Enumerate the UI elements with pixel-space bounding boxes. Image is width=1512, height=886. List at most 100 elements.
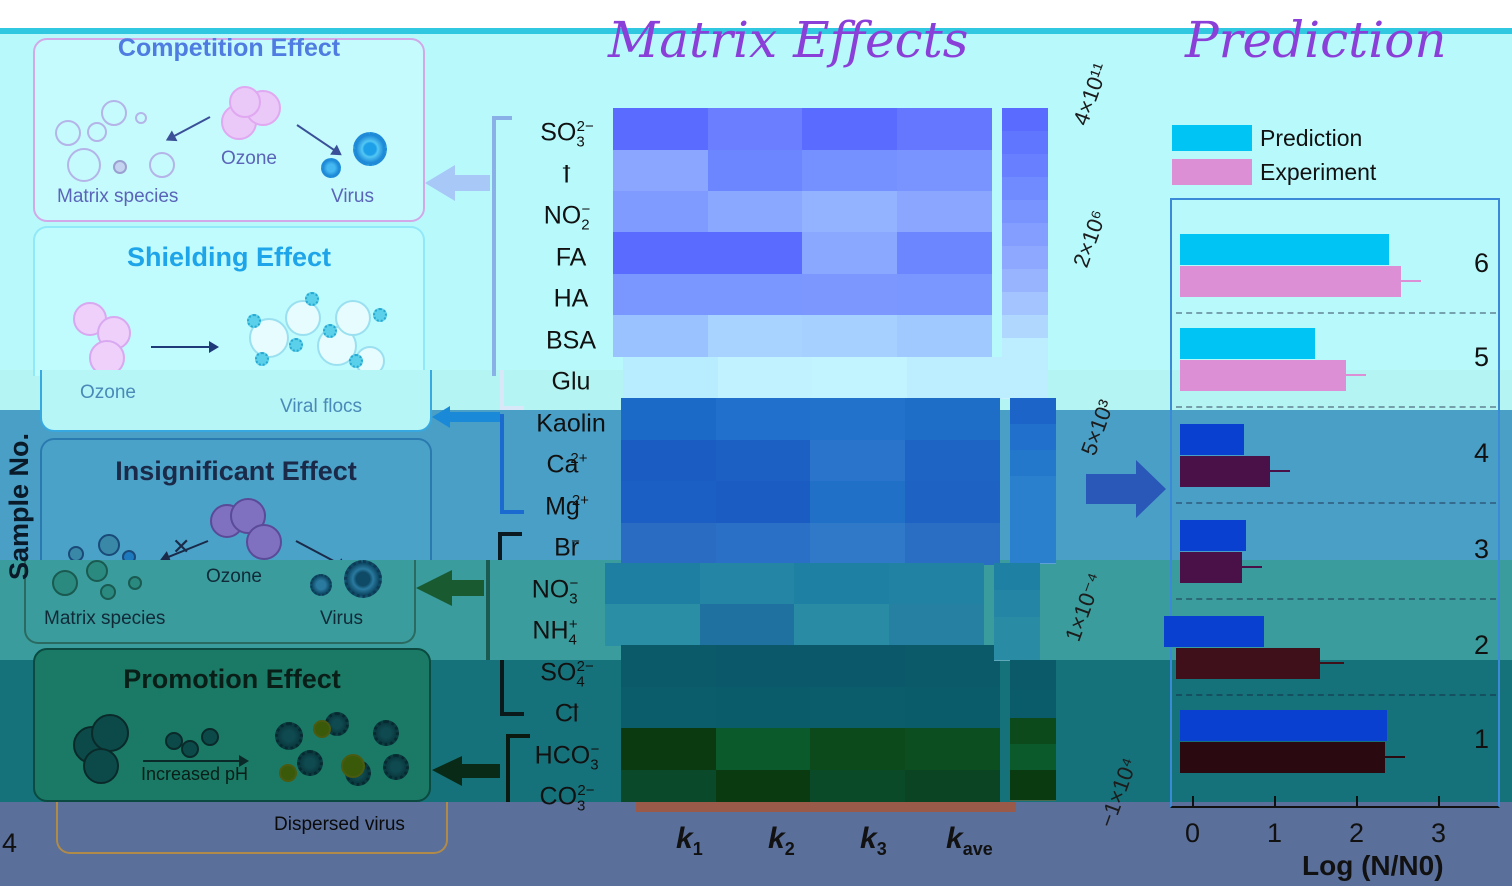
x-tick-mark — [1274, 796, 1276, 806]
sample-number-label: 5 — [1474, 342, 1490, 372]
heatmap-cell — [708, 191, 803, 233]
heatmap-cell — [605, 563, 700, 605]
matrix-species-icon — [101, 100, 127, 126]
x-tick-label: 1 — [1267, 818, 1283, 848]
viral-floc-icon — [335, 300, 371, 336]
colorbar-segment — [994, 590, 1040, 618]
virus-icon — [289, 338, 303, 352]
virus-icon — [275, 722, 303, 750]
heatmap-cell — [810, 645, 905, 687]
heatmap-cell — [708, 108, 803, 150]
species-label: Mg2+ — [545, 491, 589, 520]
experiment-bar — [1180, 360, 1347, 391]
matrix-effects-title: Matrix Effects — [608, 11, 969, 69]
prediction-bar — [1180, 424, 1244, 455]
heatmap-cell — [621, 481, 716, 523]
species-label: I− — [562, 159, 571, 188]
ozone-icon — [229, 86, 261, 118]
bar-chart-frame — [1170, 198, 1500, 808]
bracket-insignificant-2 — [486, 560, 510, 660]
virus-icon — [323, 324, 337, 338]
competition-title: Competition Effect — [117, 34, 341, 62]
colorbar-segment — [1010, 660, 1056, 691]
error-bar — [1319, 662, 1344, 664]
heatmap-cell — [716, 645, 811, 687]
colorbar-segment — [1002, 223, 1048, 247]
heatmap-cell — [621, 728, 716, 770]
k1-label: k1 — [676, 822, 703, 859]
hydroxyl-radical-icon — [313, 720, 331, 738]
species-label: CO32− — [539, 782, 595, 815]
bracket-promotion — [500, 660, 524, 716]
band-line — [0, 28, 1512, 34]
competition-arrow-right — [296, 124, 341, 155]
heatmap-cell — [897, 191, 992, 233]
bracket-promotion-2 — [506, 734, 530, 802]
sample-no-axis-label: Sample No. — [4, 432, 34, 580]
group-separator — [1176, 598, 1496, 600]
heatmap-cell — [905, 728, 1000, 770]
bracket-insignificant — [498, 532, 522, 560]
heatmap-cell — [613, 274, 708, 316]
heatmap-cell — [621, 770, 716, 802]
matrix-species-icon — [52, 570, 78, 596]
heatmap-cell — [905, 687, 1000, 729]
experiment-bar — [1180, 552, 1242, 583]
insignificant-panel-lower: Ozone Matrix species Virus — [24, 560, 416, 644]
colorbar-segment — [994, 617, 1040, 661]
matrix-species-icon — [67, 148, 101, 182]
viral-flocs-label: Viral flocs — [280, 396, 363, 417]
legend-prediction-swatch — [1172, 125, 1252, 151]
virus-icon — [247, 314, 261, 328]
x-tick-label: 2 — [1349, 818, 1365, 848]
hydroxyl-radical-icon — [279, 764, 297, 782]
heatmap-cell — [708, 274, 803, 316]
heatmap-cell — [802, 191, 897, 233]
heatmap-cell — [897, 150, 992, 192]
colorbar-segment — [1010, 450, 1056, 477]
ozone-icon — [246, 524, 282, 560]
legend-experiment-swatch — [1172, 159, 1252, 185]
prediction-bar — [1180, 328, 1316, 359]
heatmap-cell — [810, 440, 905, 482]
heatmap-cell — [623, 357, 718, 399]
heatmap-cell — [905, 398, 1000, 440]
colorbar-segment — [1002, 200, 1048, 224]
hydroxyl-radical-icon — [341, 754, 365, 778]
colorbar-segment — [1002, 338, 1048, 399]
colorbar-segment — [1010, 398, 1056, 425]
heatmap-cell — [905, 481, 1000, 523]
colorbar-segment — [1002, 154, 1048, 178]
heatmap-cell — [613, 108, 708, 150]
heatmap-cell — [708, 315, 803, 357]
heatmap-cell — [810, 687, 905, 729]
heatmap-cell — [802, 315, 897, 357]
x-tick-mark — [1192, 796, 1194, 806]
heatmap-cell — [897, 274, 992, 316]
error-bar — [1381, 756, 1405, 758]
promotion-arrow — [143, 755, 249, 767]
heatmap-cell — [621, 523, 716, 565]
bracket-kaolin — [500, 414, 524, 514]
group-separator — [1176, 312, 1496, 314]
viral-floc-icon — [285, 300, 321, 336]
heatmap-cell — [907, 357, 1002, 399]
species-label: NH4+ — [532, 616, 578, 649]
competition-arrow-left — [167, 116, 211, 141]
colorbar-segment — [1010, 744, 1056, 771]
heatmap-cell — [812, 357, 907, 399]
heatmap-cell — [708, 150, 803, 192]
heatmap-cell — [621, 398, 716, 440]
heatmap-cell — [708, 232, 803, 274]
heatmap-cell — [716, 398, 811, 440]
k3-label: k3 — [860, 822, 887, 859]
species-label: Cl− — [554, 699, 580, 728]
colorbar-segment — [1002, 177, 1048, 201]
virus-icon — [321, 158, 341, 178]
heatmap-cell — [716, 687, 811, 729]
legend-prediction-label: Prediction — [1260, 125, 1363, 151]
matrix-species-icon — [87, 122, 107, 142]
kave-label: kave — [946, 822, 993, 859]
shielding-arrow — [151, 341, 219, 353]
x-tick-label: 0 — [1185, 818, 1201, 848]
